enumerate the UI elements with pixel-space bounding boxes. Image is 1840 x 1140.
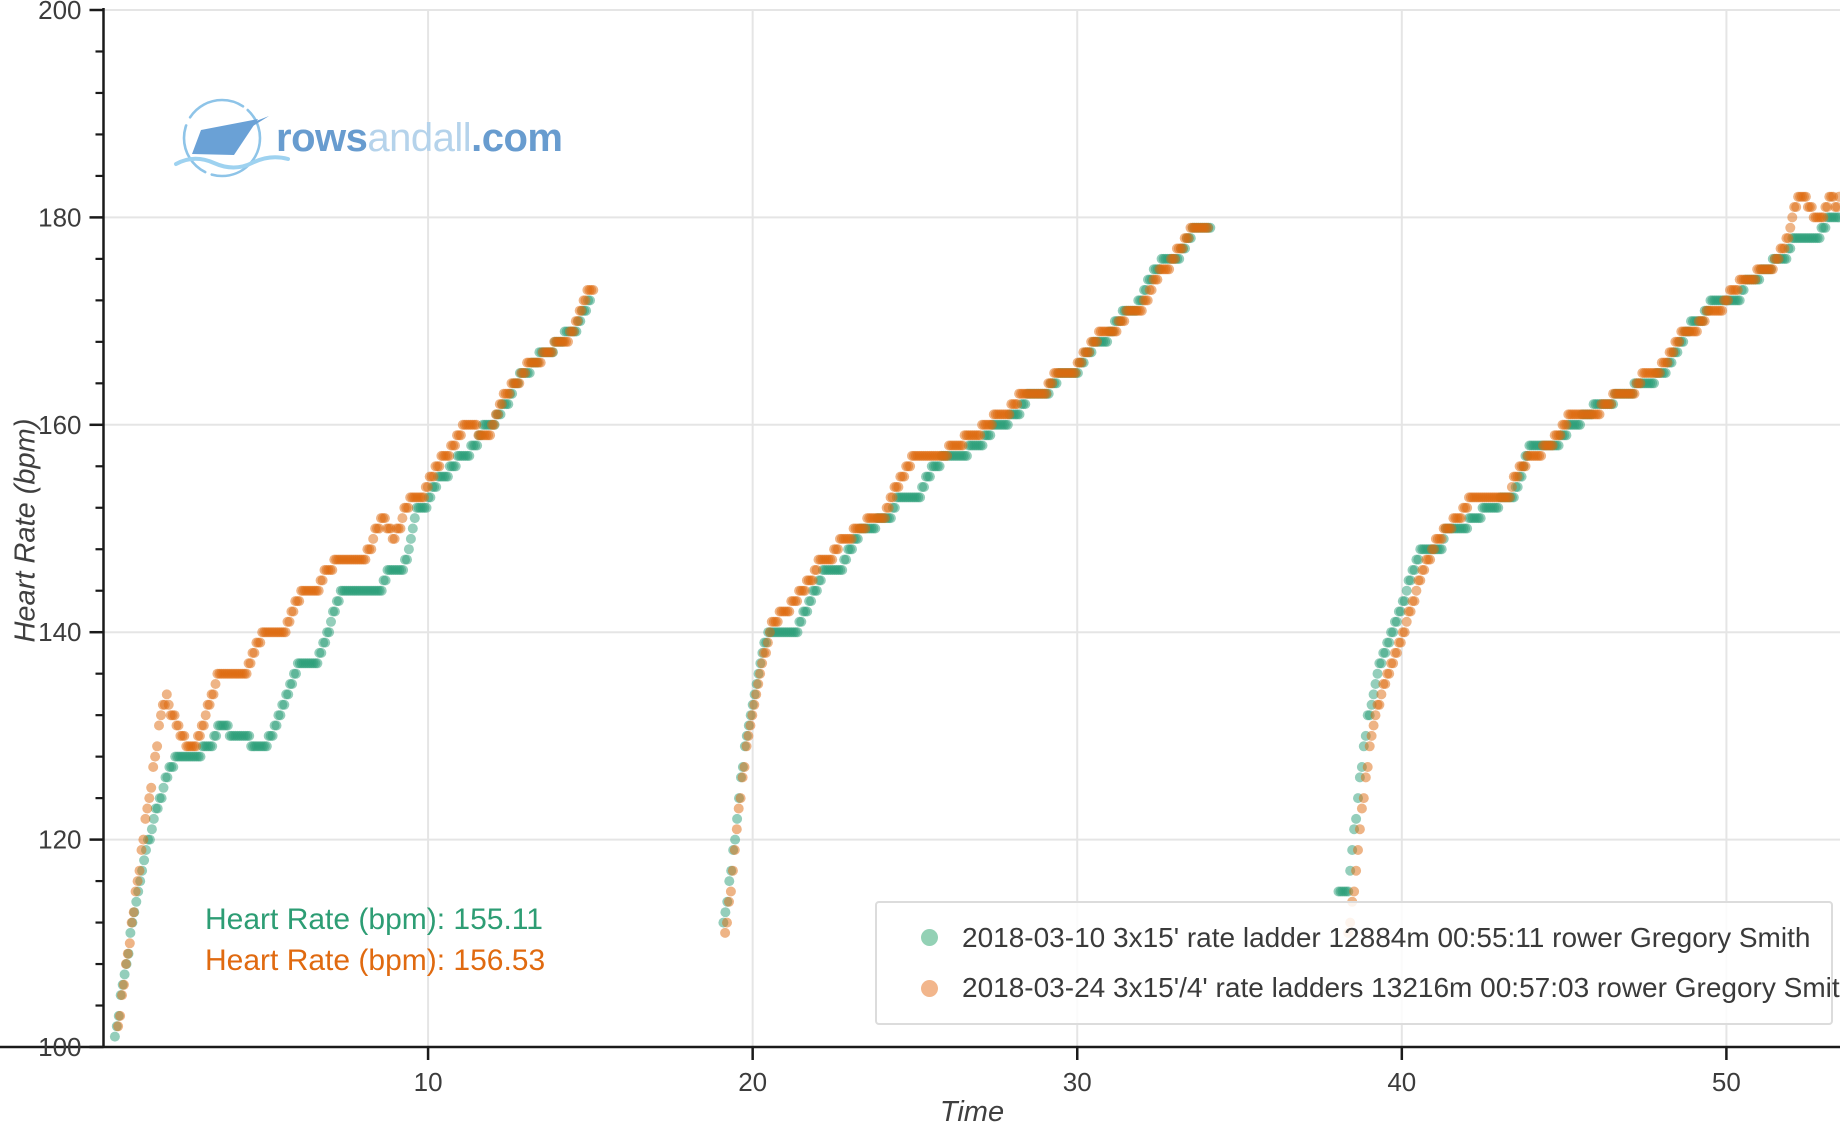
average-annotations: Heart Rate (bpm): 155.11 Heart Rate (bpm… <box>205 899 545 981</box>
svg-text:200: 200 <box>38 0 81 25</box>
logo-part-com: .com <box>471 115 563 160</box>
average-annotation-orange: Heart Rate (bpm): 156.53 <box>205 944 546 977</box>
svg-text:140: 140 <box>38 617 81 647</box>
x-axis-title: Time <box>939 1096 1005 1128</box>
svg-text:10: 10 <box>414 1067 443 1097</box>
series-dots <box>113 191 1840 1032</box>
svg-text:20: 20 <box>738 1067 767 1097</box>
svg-text:120: 120 <box>38 825 81 855</box>
legend-item-workout-1[interactable]: 2018-03-10 3x15' rate ladder 12884m 00:5… <box>877 922 1831 954</box>
svg-text:40: 40 <box>1387 1067 1416 1097</box>
legend-marker-green-icon <box>921 929 938 947</box>
legend-box: 2018-03-10 3x15' rate ladder 12884m 00:5… <box>875 901 1840 1025</box>
y-axis-title: Heart Rate (bpm) <box>9 418 42 643</box>
svg-text:160: 160 <box>38 410 81 440</box>
svg-text:100: 100 <box>38 1032 81 1062</box>
average-annotation-green: Heart Rate (bpm): 155.11 <box>205 903 543 936</box>
svg-text:180: 180 <box>38 202 81 232</box>
legend-marker-orange-icon <box>921 979 938 997</box>
logo-wordmark: rowsandall.com <box>276 115 563 161</box>
boat-logo-icon <box>174 98 290 178</box>
rowsandall-logo[interactable]: rowsandall.com <box>172 92 563 184</box>
logo-part-rows: rows <box>276 115 368 160</box>
legend-label-workout-2: 2018-03-24 3x15'/4' rate ladders 13216m … <box>962 972 1840 1004</box>
legend-item-workout-2[interactable]: 2018-03-24 3x15'/4' rate ladders 13216m … <box>877 972 1840 1004</box>
svg-text:50: 50 <box>1712 1067 1741 1097</box>
svg-text:30: 30 <box>1063 1067 1092 1097</box>
logo-part-andall: andall <box>367 115 472 160</box>
legend-label-workout-1: 2018-03-10 3x15' rate ladder 12884m 00:5… <box>962 921 1811 953</box>
